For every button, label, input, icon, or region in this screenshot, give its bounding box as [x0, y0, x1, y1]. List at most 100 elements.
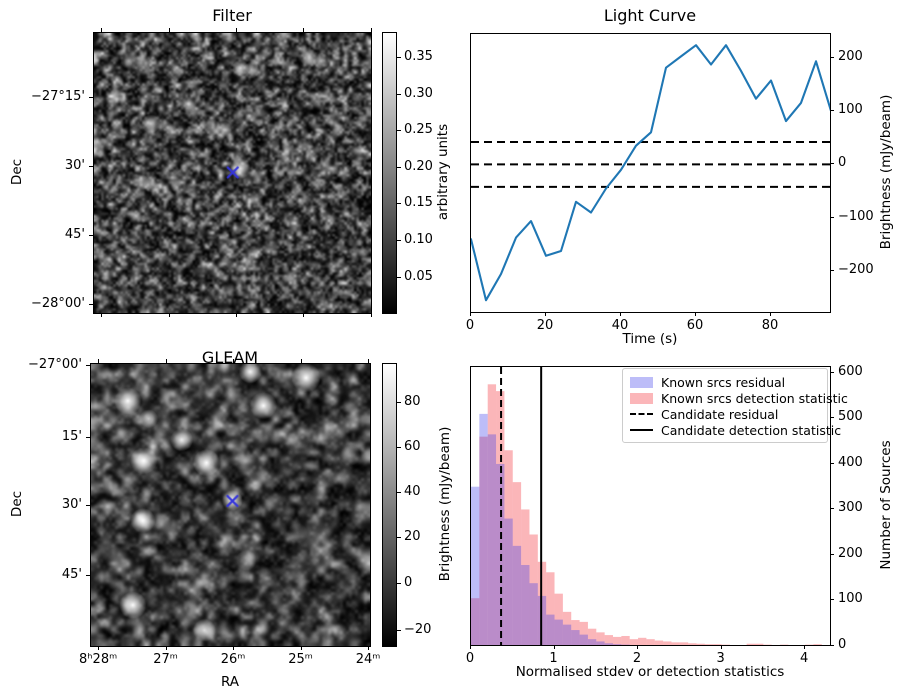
colorbar-tick-label: 0.30 — [404, 85, 433, 101]
brightness-tick-label: −100 — [838, 208, 874, 224]
colorbar-tick-label: 0.05 — [404, 268, 433, 284]
ra-tick-mark-top — [368, 359, 370, 363]
histogram-bar — [554, 619, 563, 645]
histogram-bar — [512, 482, 522, 645]
count-tick-label: 400 — [838, 454, 863, 470]
colorbar-tick-mark — [397, 630, 401, 632]
dec-tick-label: −27°00' — [27, 356, 82, 372]
count-tick-label: 200 — [838, 545, 863, 561]
histogram-bar — [579, 621, 588, 645]
colorbar-tick-label: 60 — [404, 438, 421, 454]
count-tick-mark — [830, 371, 834, 373]
colorbar-tick-mark — [397, 56, 401, 58]
colorbar-tick-label: 20 — [404, 528, 421, 544]
histogram-bar — [546, 572, 555, 645]
time-tick-mark — [545, 312, 546, 316]
colorbar-tick-mark — [397, 203, 401, 205]
dec-tick-label: 45' — [64, 226, 85, 242]
histogram-legend: Known srcs residual Known srcs detection … — [622, 368, 848, 443]
legend-label: Candidate detection statistic — [661, 422, 842, 438]
filter-image-panel — [93, 32, 372, 314]
gleam-image-panel — [90, 363, 371, 647]
count-tick-label: 300 — [838, 500, 863, 516]
histogram-bar — [487, 384, 497, 645]
histogram-bar — [571, 620, 580, 645]
histogram-bar — [587, 628, 597, 645]
time-tick-label: 0 — [465, 318, 475, 333]
count-tick-mark — [830, 599, 834, 601]
count-tick-mark — [830, 508, 834, 510]
legend-solid-line-sample — [630, 429, 653, 431]
time-tick-label: 40 — [611, 318, 629, 333]
time-tick-mark — [770, 312, 771, 316]
time-tick-label: 80 — [761, 318, 779, 333]
filter-colorbar — [382, 32, 397, 314]
histogram-bar — [512, 545, 522, 645]
ra-tick-mark-top — [165, 359, 167, 363]
count-tick-mark — [830, 645, 834, 646]
histogram-bar — [562, 624, 572, 645]
histogram-bar — [688, 643, 697, 645]
colorbar-tick-label: 0.35 — [404, 48, 433, 64]
count-tick-mark — [830, 462, 834, 464]
dec-tick-mark — [89, 234, 93, 236]
colorbar-tick-mark — [397, 130, 401, 132]
ra-tick-mark-top — [101, 28, 103, 32]
brightness-tick-label: 100 — [838, 101, 863, 117]
legend-item: Candidate detection statistic — [630, 422, 841, 438]
histogram-x-axis-label: Normalised stdev or detection statistics — [515, 664, 785, 680]
brightness-tick-mark — [830, 270, 834, 272]
histogram-bar — [646, 639, 655, 645]
ra-tick-label: 25ᵐ — [288, 652, 313, 667]
filter-sky-image — [94, 33, 371, 313]
histogram-bar — [713, 644, 722, 645]
dec-tick-mark — [86, 574, 90, 576]
stat-tick-label: 3 — [716, 651, 725, 666]
histogram-panel — [470, 366, 831, 646]
histogram-bar — [504, 518, 513, 645]
histogram-bar — [562, 611, 572, 645]
colorbar-tick-mark — [397, 239, 401, 241]
brightness-tick-label: 0 — [838, 155, 847, 171]
brightness-tick-label: 200 — [838, 48, 863, 64]
ra-tick-label: 8ʰ28ᵐ — [79, 652, 118, 667]
histogram-bar — [479, 413, 488, 645]
light-curve-x-axis-label: Time (s) — [622, 331, 678, 347]
ra-tick-label: 24ᵐ — [355, 652, 381, 667]
legend-residual-patch — [630, 376, 653, 388]
dec-tick-mark — [89, 96, 93, 98]
dec-tick-mark — [86, 364, 90, 366]
ra-tick-mark — [98, 646, 100, 650]
stat-tick-label: 4 — [799, 651, 809, 666]
colorbar-tick-mark — [397, 401, 401, 403]
colorbar-tick-label: 0 — [404, 575, 413, 591]
count-tick-label: 0 — [838, 637, 847, 652]
stat-tick-mark — [637, 645, 639, 649]
legend-label: Known srcs detection statistic — [661, 390, 848, 406]
count-tick-mark — [830, 417, 834, 419]
legend-item: Known srcs residual — [630, 374, 820, 390]
brightness-tick-label: −200 — [838, 262, 874, 278]
legend-label: Known srcs residual — [661, 374, 786, 390]
ra-tick-mark-top — [371, 28, 372, 32]
count-tick-label: 500 — [838, 409, 863, 425]
brightness-tick-mark — [830, 216, 834, 218]
colorbar-tick-mark — [397, 93, 401, 95]
legend-dashed-line-sample — [630, 413, 653, 415]
dec-tick-label: 15' — [61, 428, 82, 444]
histogram-y-axis-label: Number of Sources — [878, 440, 894, 570]
ra-tick-mark — [368, 646, 370, 650]
ra-tick-mark-top — [303, 28, 305, 32]
histogram-bar — [621, 635, 630, 645]
histogram-plot — [471, 367, 822, 645]
colorbar-tick-mark — [397, 536, 401, 538]
histogram-bar — [496, 391, 505, 645]
time-tick-mark — [470, 312, 471, 316]
ra-tick-mark — [235, 313, 237, 317]
colorbar-tick-mark — [397, 166, 401, 168]
dec-tick-mark — [89, 165, 93, 167]
ra-tick-mark-top — [98, 359, 100, 363]
colorbar-tick-mark — [397, 446, 401, 448]
stat-tick-label: 2 — [632, 651, 642, 666]
dec-tick-mark — [86, 505, 90, 507]
